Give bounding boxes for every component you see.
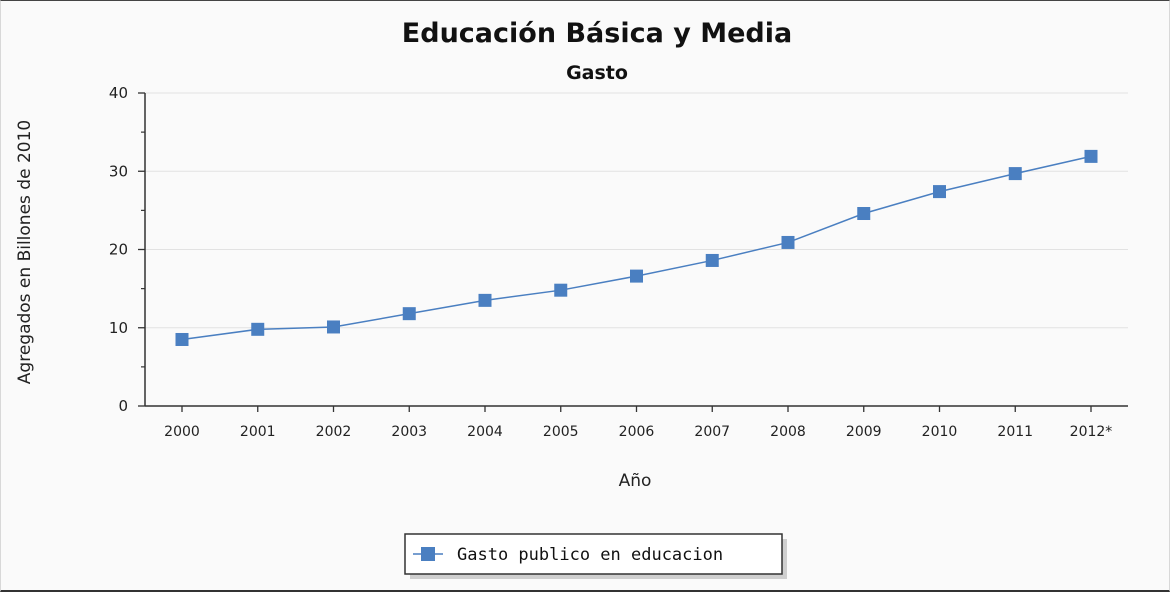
data-point bbox=[327, 320, 340, 334]
data-point bbox=[933, 185, 946, 199]
x-tick-label: 2011 bbox=[997, 424, 1033, 440]
y-tick-label: 30 bbox=[109, 162, 128, 180]
x-tick-label: 2005 bbox=[543, 424, 579, 440]
series-line bbox=[181, 155, 1092, 341]
y-tick-label: 0 bbox=[118, 397, 128, 415]
data-point bbox=[402, 307, 416, 321]
x-tick-label: 2012* bbox=[1070, 424, 1113, 440]
x-tick-label: 2002 bbox=[316, 424, 352, 440]
x-axis-ticks: 2000 2001 2002 2003 2004 2005 2006 2007 2008 2009… bbox=[164, 406, 1112, 440]
x-tick-label: 2009 bbox=[846, 424, 882, 440]
x-tick-label: 2000 bbox=[164, 424, 200, 440]
data-point bbox=[554, 283, 568, 297]
x-tick-label: 2003 bbox=[391, 424, 427, 440]
data-point bbox=[781, 235, 795, 249]
legend-marker-swatch bbox=[421, 547, 435, 561]
x-axis-label: Año bbox=[619, 471, 652, 491]
x-tick-label: 2008 bbox=[770, 424, 806, 440]
x-tick-label: 2004 bbox=[467, 424, 503, 440]
data-point bbox=[1084, 149, 1098, 163]
y-tick-label: 40 bbox=[109, 84, 128, 102]
chart-title: Educación Básica y Media bbox=[402, 18, 792, 49]
series-group bbox=[175, 149, 1098, 346]
grid-lines bbox=[145, 92, 1128, 329]
x-tick-label: 2006 bbox=[619, 424, 655, 440]
data-point bbox=[705, 253, 719, 267]
y-tick-label: 20 bbox=[109, 241, 128, 259]
x-tick-label: 2007 bbox=[694, 424, 730, 440]
y-axis-ticks: 0 10 20 30 40 bbox=[109, 84, 145, 415]
y-axis-label: Agregados en Billones de 2010 bbox=[15, 120, 35, 384]
x-tick-label: 2001 bbox=[240, 424, 276, 440]
data-point bbox=[478, 293, 492, 307]
data-point bbox=[857, 207, 871, 221]
data-point bbox=[630, 269, 643, 283]
data-point bbox=[175, 332, 189, 346]
data-point bbox=[1008, 167, 1022, 181]
legend-label: Gasto publico en educacion bbox=[457, 545, 723, 565]
chart-subtitle: Gasto bbox=[566, 62, 628, 84]
data-point bbox=[251, 322, 265, 336]
legend: Gasto publico en educacion bbox=[404, 533, 787, 579]
y-tick-label: 10 bbox=[109, 319, 128, 337]
legend-box bbox=[404, 533, 783, 575]
x-tick-label: 2010 bbox=[922, 424, 958, 440]
